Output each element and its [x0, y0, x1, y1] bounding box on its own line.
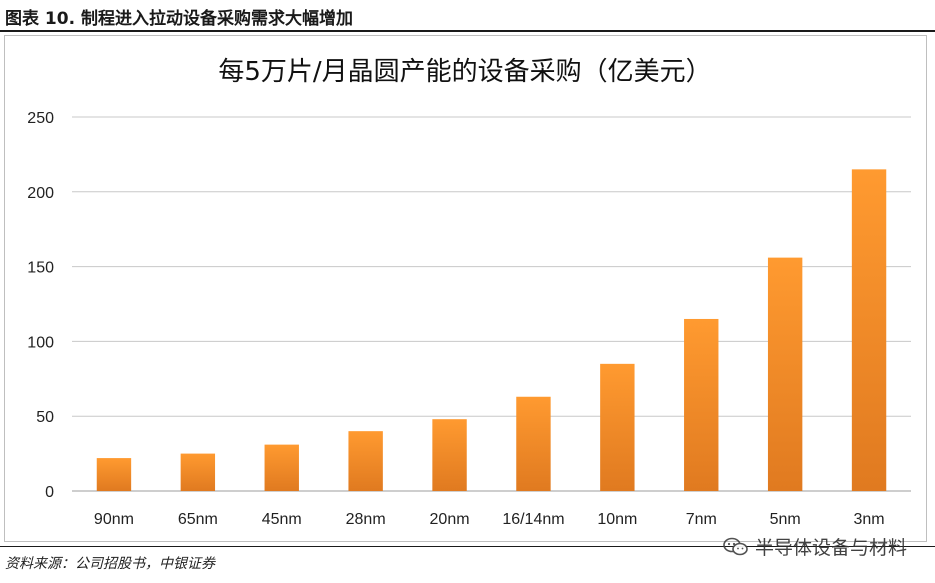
x-tick-label: 7nm: [686, 511, 717, 528]
source-note: 资料来源：公司招股书，中银证券: [5, 556, 215, 572]
bar-20nm: [432, 419, 467, 491]
bar-5nm: [767, 257, 803, 491]
y-tick-label: 250: [27, 110, 54, 127]
y-tick-label: 150: [27, 260, 54, 277]
y-tick-label: 100: [27, 334, 54, 351]
bar-3nm: [851, 169, 887, 492]
y-tick-label: 200: [27, 185, 54, 202]
bar-7nm: [684, 318, 719, 491]
caption-divider: [0, 30, 935, 32]
wechat-icon: [723, 537, 748, 555]
x-tick-label: 3nm: [853, 511, 884, 528]
x-tick-label: 20nm: [430, 511, 470, 528]
watermark: 半导体设备与材料: [723, 533, 907, 560]
watermark-text: 半导体设备与材料: [754, 537, 907, 559]
bar-16-14nm: [516, 396, 551, 491]
bar-28nm: [348, 431, 383, 491]
x-tick-label: 28nm: [346, 511, 386, 528]
x-tick-label: 5nm: [770, 511, 801, 528]
y-axis-ticks: 0 50 100 150 200 250: [27, 110, 54, 501]
figure-caption: 图表 10. 制程进入拉动设备采购需求大幅增加: [5, 9, 353, 29]
x-tick-label: 90nm: [94, 511, 134, 528]
bar-90nm: [96, 458, 132, 491]
bars: [96, 169, 887, 492]
bar-chart: 每5万片/月晶圆产能的设备采购（亿美元） 0 50 100 150 200 250 90n…: [27, 57, 911, 528]
y-tick-label: 50: [36, 409, 54, 426]
chart-title: 每5万片/月晶圆产能的设备采购（亿美元）: [218, 57, 711, 87]
x-tick-label: 16/14nm: [502, 511, 564, 528]
x-tick-label: 45nm: [262, 511, 302, 528]
x-tick-label: 65nm: [178, 511, 218, 528]
x-tick-label: 10nm: [597, 511, 637, 528]
chart-container: 每5万片/月晶圆产能的设备采购（亿美元） 0 50 100 150 200 250 90n…: [4, 35, 927, 542]
bar-10nm: [600, 363, 635, 491]
y-tick-label: 0: [45, 484, 54, 501]
bar-45nm: [264, 444, 299, 491]
bar-65nm: [180, 453, 216, 491]
source-divider: [0, 546, 935, 547]
x-axis-ticks: 90nm 65nm 45nm 28nm 20nm 16/14nm 10nm 7nm 5nm 3nm: [94, 511, 885, 528]
